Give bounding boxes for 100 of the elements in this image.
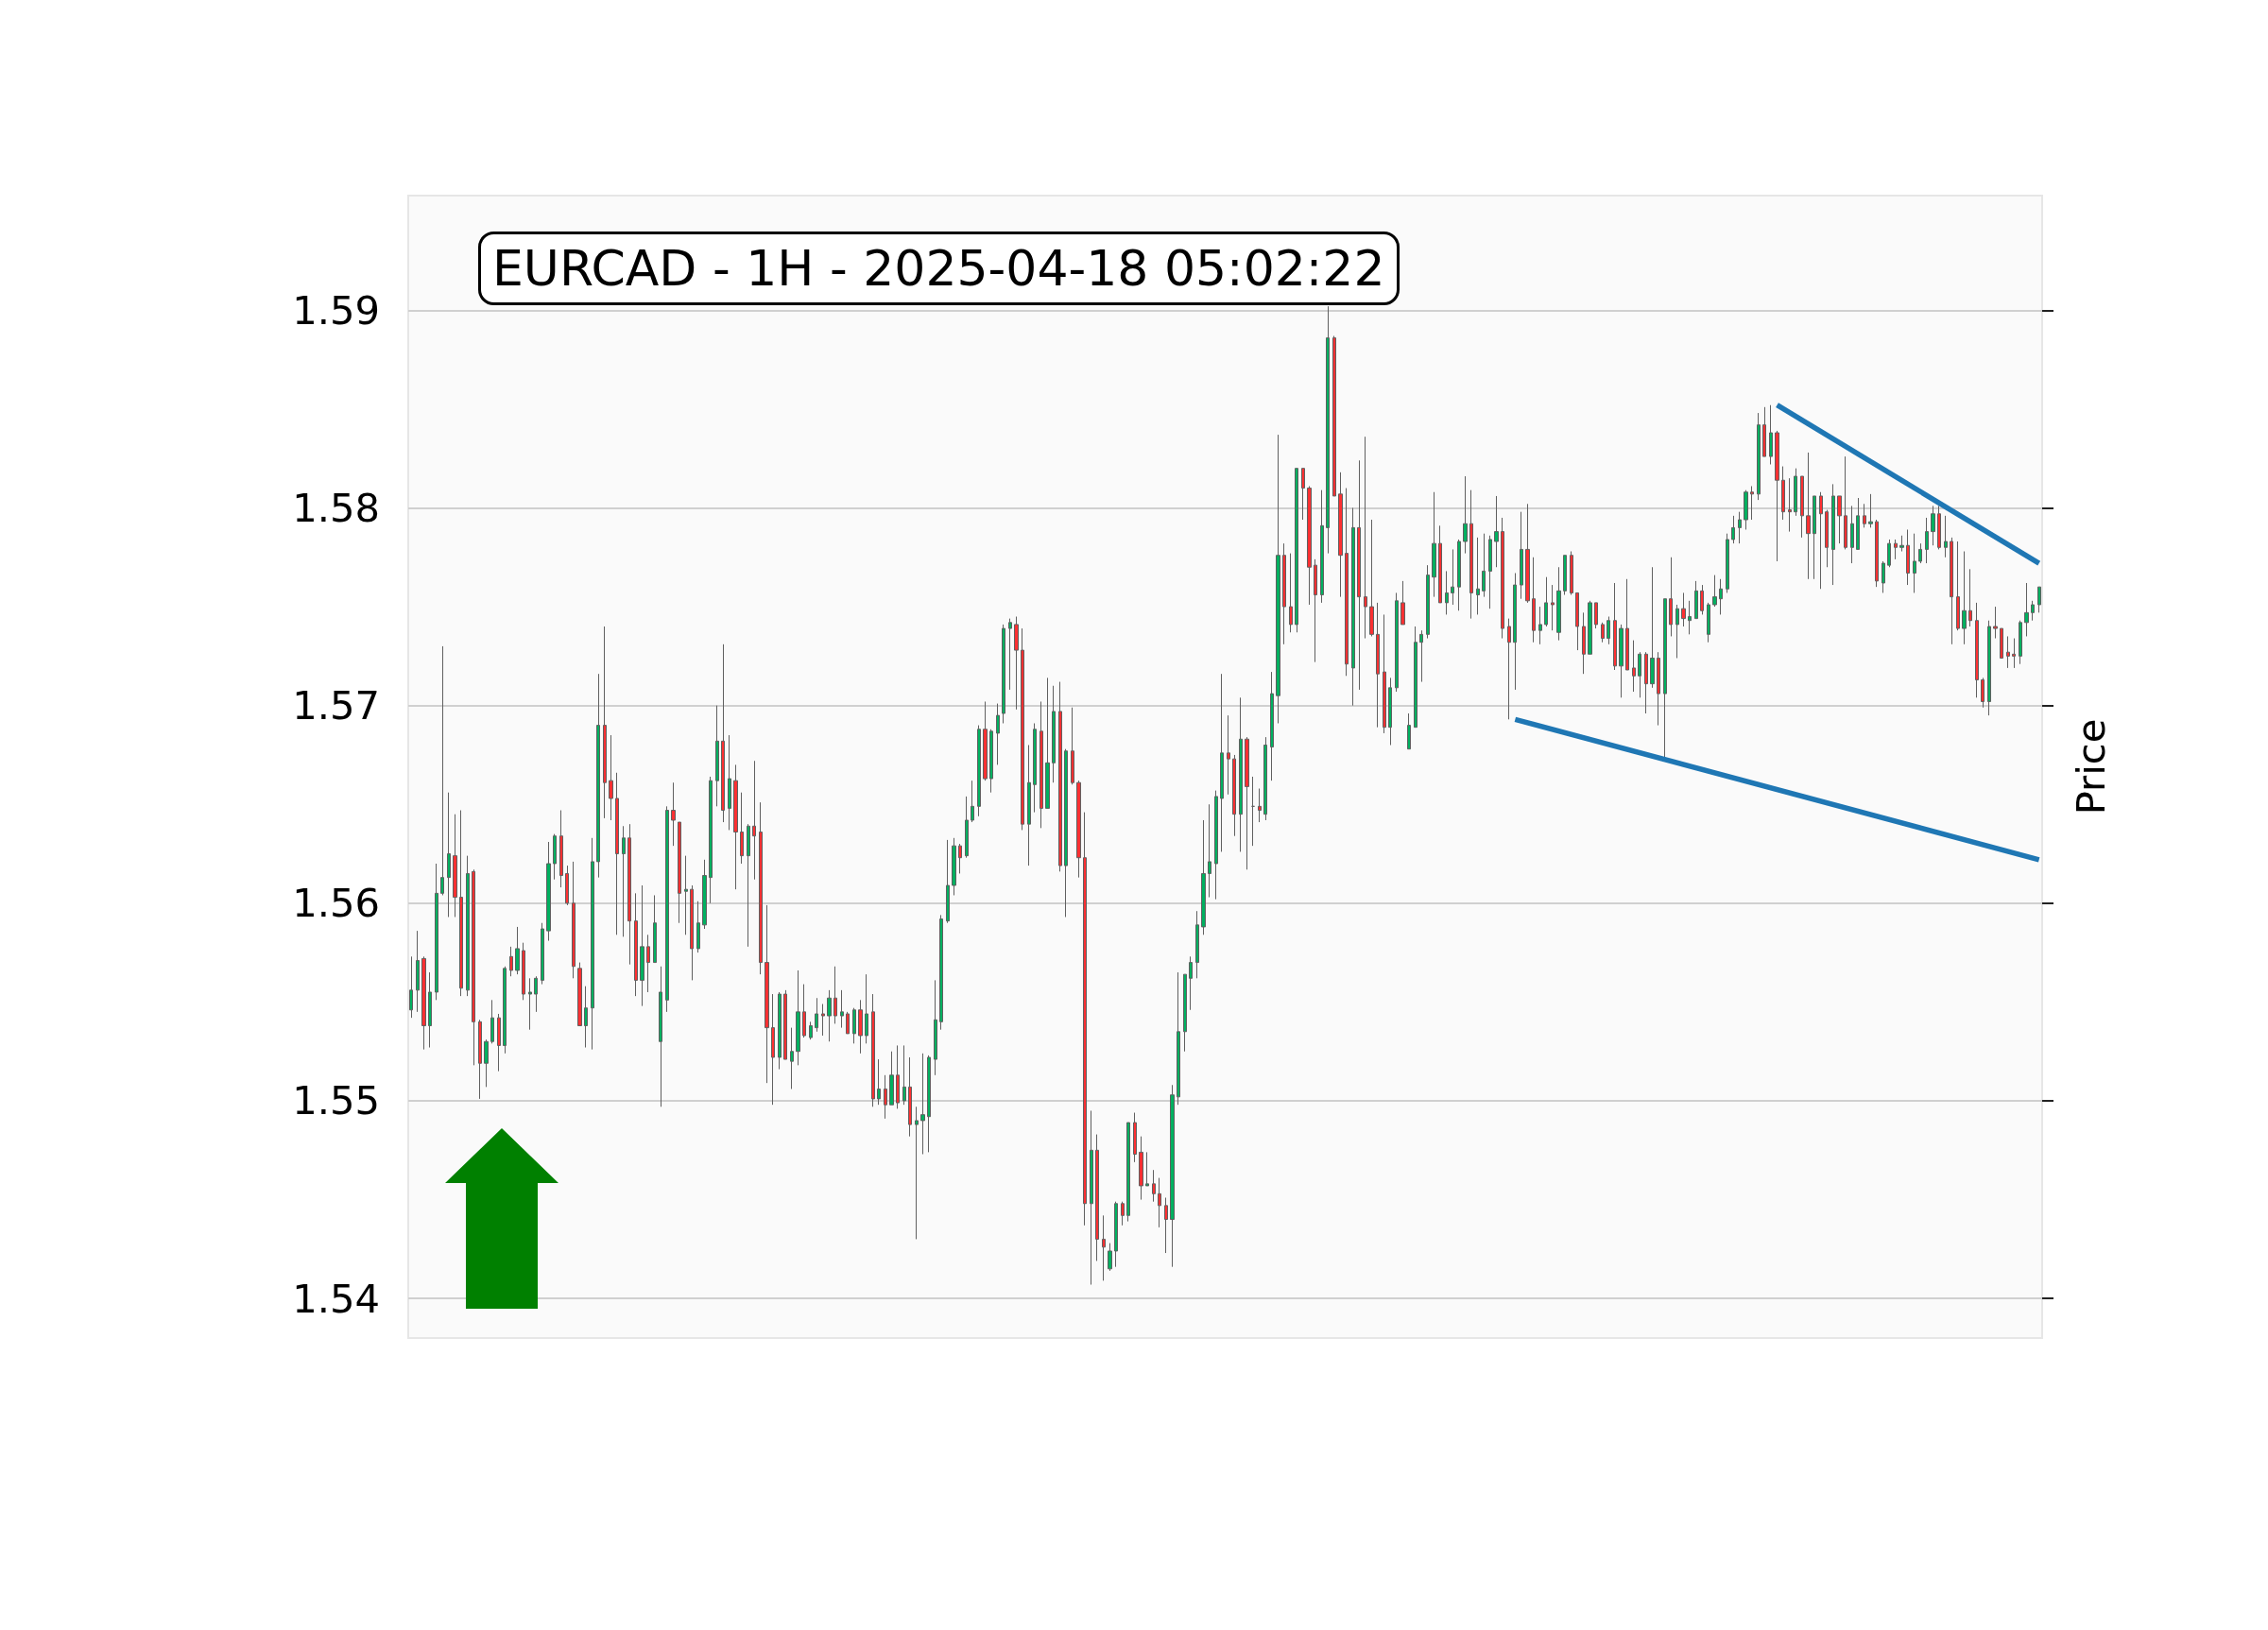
candlestick (927, 1055, 931, 1153)
candlestick (1570, 551, 1573, 596)
candlestick (1968, 568, 1972, 627)
candlestick (546, 841, 551, 942)
candlestick (1931, 505, 1935, 546)
candlestick (1326, 305, 1330, 555)
candlestick (1095, 1134, 1099, 1261)
candlestick (1738, 511, 1742, 544)
candlestick (1981, 677, 1984, 709)
candlestick (1488, 535, 1492, 609)
candlestick (1837, 495, 1842, 544)
candlestick (428, 971, 432, 1049)
candlestick (684, 855, 688, 935)
candlestick (671, 781, 676, 847)
candlestick (1338, 472, 1343, 598)
candlestick (584, 986, 588, 1049)
candlestick (1445, 570, 1449, 615)
candlestick (2024, 582, 2029, 637)
candlestick (1726, 533, 1729, 593)
candlestick (1239, 696, 1243, 852)
candlestick (1675, 604, 1679, 659)
candlestick (1419, 629, 1423, 683)
candlestick (1376, 602, 1380, 729)
candlestick (1575, 592, 1579, 651)
candlestick (1850, 505, 1854, 564)
candlestick (472, 868, 475, 1066)
candlestick (1076, 780, 1081, 879)
candlestick (846, 1011, 850, 1035)
candlestick (1769, 404, 1773, 465)
y-tick-label: 1.58 (292, 484, 380, 531)
candlestick (833, 966, 837, 1024)
candlestick (1388, 677, 1392, 746)
candlestick (796, 969, 800, 1066)
candlestick (1625, 578, 1629, 671)
candlestick (1619, 624, 1624, 698)
candlestick (1276, 434, 1280, 724)
candlestick (627, 823, 631, 966)
candlestick (747, 823, 750, 948)
candlestick (1781, 466, 1785, 521)
candlestick (958, 843, 962, 874)
candlestick (1014, 616, 1019, 711)
candlestick (1482, 533, 1486, 598)
text: EURCAD - 1H - 2025-04-18 05:02:22 (492, 240, 1385, 297)
candlestick (1227, 714, 1230, 796)
candlestick (2000, 627, 2003, 659)
candlestick (939, 914, 943, 1031)
candlestick (1145, 1151, 1149, 1187)
candlestick (1788, 477, 1792, 533)
candlestick (1414, 626, 1418, 729)
candlestick (1800, 475, 1804, 539)
candlestick (1663, 598, 1667, 760)
candlestick (1451, 548, 1454, 606)
candlestick (1544, 576, 1548, 627)
candlestick (522, 942, 525, 1001)
candlestick (1345, 488, 1349, 677)
candlestick (1551, 584, 1555, 631)
candlestick (971, 780, 974, 823)
candlestick (1513, 573, 1517, 691)
y-tick-label: 1.57 (292, 682, 380, 729)
candlestick (1114, 1201, 1118, 1268)
candlestick (1712, 575, 1717, 608)
candlestick (2006, 635, 2010, 669)
candlestick (1819, 491, 1823, 590)
candlestick (896, 1044, 900, 1109)
candlestick (497, 1013, 501, 1072)
candlestick (421, 955, 426, 1051)
candlestick (1052, 685, 1056, 783)
candlestick (1937, 505, 1941, 550)
candlestick (902, 1044, 906, 1106)
candlestick (435, 863, 438, 1001)
candlestick (1650, 566, 1655, 689)
candlestick (596, 673, 600, 879)
candlestick (1170, 1084, 1175, 1268)
candlestick (1794, 468, 1797, 517)
candlestick (466, 855, 470, 997)
candlestick (1757, 412, 1761, 501)
candlestick (1494, 495, 1499, 568)
candlestick (790, 1027, 794, 1090)
candlestick (1220, 673, 1224, 852)
candlestick (858, 999, 863, 1055)
candlestick (1975, 602, 1979, 698)
candlestick (1762, 406, 1766, 457)
candlestick (1469, 489, 1473, 620)
candlestick (1426, 564, 1430, 640)
candlestick (1395, 592, 1399, 693)
candlestick (528, 977, 532, 1031)
candlestick (634, 892, 638, 997)
candlestick (1556, 566, 1561, 642)
candlestick (1369, 519, 1374, 637)
candlestick (1476, 537, 1480, 615)
candlestick (752, 760, 756, 881)
candlestick (889, 1051, 894, 1106)
candlestick (934, 979, 937, 1076)
candlestick (920, 1053, 925, 1155)
candlestick (1320, 489, 1324, 604)
candlestick (572, 861, 576, 979)
candlestick (840, 989, 844, 1029)
candlestick (1357, 459, 1361, 691)
candlestick (1282, 542, 1286, 645)
candlestick (1525, 503, 1530, 604)
